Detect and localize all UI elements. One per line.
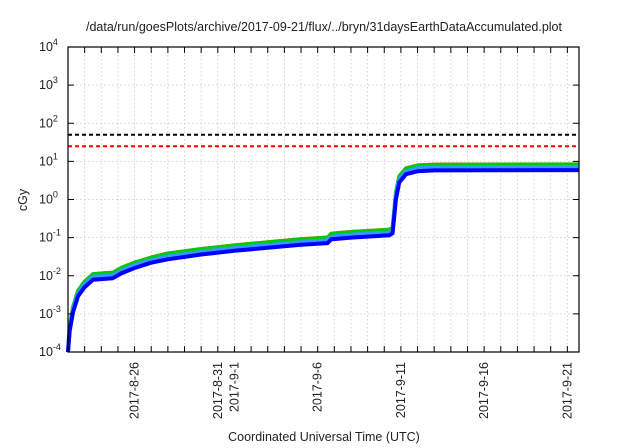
y-tick-label: 10-1: [39, 228, 61, 245]
x-tick-label: 2017-9-1: [227, 362, 241, 412]
y-tick-label: 101: [39, 151, 58, 168]
y-tick-label: 102: [39, 113, 58, 130]
x-tick-label: 2017-9-6: [311, 362, 325, 412]
x-tick-labels: 2017-8-26 2017-8-31 2017-9-1 2017-9-6 2017-9…: [128, 362, 575, 419]
series-line-blue: [66, 168, 580, 353]
threshold-lines: [68, 133, 579, 148]
grid: [68, 47, 579, 352]
y-tick-label: 10-3: [39, 304, 61, 321]
x-axis-label: Coordinated Universal Time (UTC): [228, 430, 420, 444]
x-tick-label: 2017-8-26: [128, 362, 142, 419]
y-tick-labels: 10-4 10-3 10-2 10-1 100 101 102 103 104: [39, 37, 61, 359]
series-lines: [66, 162, 580, 353]
x-tick-label: 2017-9-16: [477, 362, 491, 419]
y-tick-label: 10-4: [39, 342, 61, 359]
chart-title: /data/run/goesPlots/archive/2017-09-21/f…: [86, 20, 562, 34]
y-tick-label: 10-2: [39, 266, 61, 283]
plot-frame: [67, 46, 580, 353]
y-tick-label: 100: [39, 190, 58, 207]
series-line-green: [66, 162, 580, 353]
x-tick-label: 2017-9-21: [560, 362, 574, 419]
axis-ticks: [68, 46, 579, 353]
y-axis-label: cGy: [16, 188, 30, 211]
x-tick-label: 2017-9-11: [394, 362, 408, 418]
y-tick-label: 103: [39, 75, 58, 92]
y-tick-label: 104: [39, 37, 58, 54]
x-tick-label: 2017-8-31: [211, 362, 225, 419]
